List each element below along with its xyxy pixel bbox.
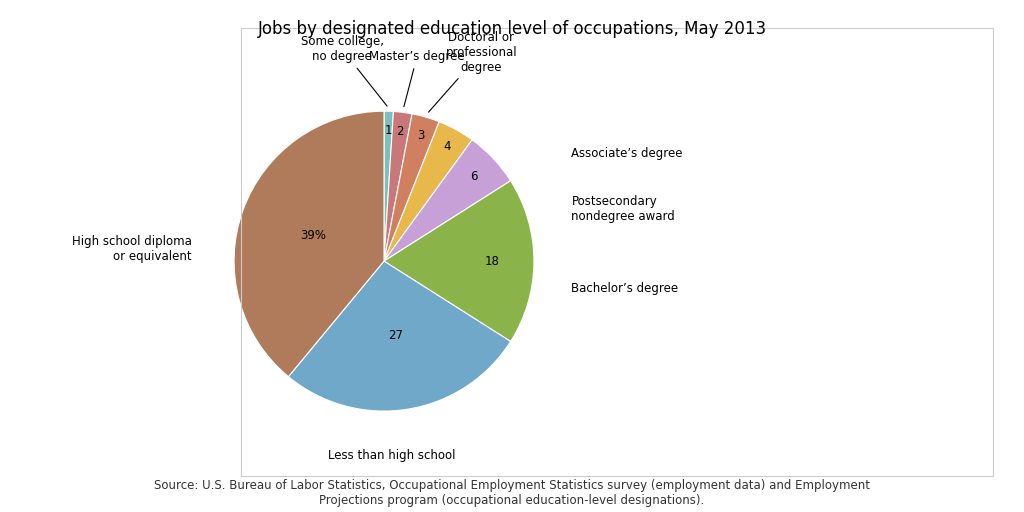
Text: 18: 18 <box>484 254 500 268</box>
Wedge shape <box>234 111 384 377</box>
Wedge shape <box>289 261 511 411</box>
Text: Postsecondary
nondegree award: Postsecondary nondegree award <box>571 195 675 223</box>
Wedge shape <box>384 122 472 261</box>
Text: Master’s degree: Master’s degree <box>370 50 465 106</box>
Text: 39%: 39% <box>300 229 327 242</box>
Text: Doctoral or
professional
degree: Doctoral or professional degree <box>428 31 517 112</box>
Wedge shape <box>384 112 412 261</box>
Text: Associate’s degree: Associate’s degree <box>571 146 683 160</box>
Text: Jobs by designated education level of occupations, May 2013: Jobs by designated education level of oc… <box>257 20 767 38</box>
Text: 6: 6 <box>470 170 477 183</box>
Wedge shape <box>384 140 511 261</box>
Text: 1: 1 <box>384 124 392 137</box>
Wedge shape <box>384 181 534 342</box>
Text: 27: 27 <box>388 329 403 342</box>
Wedge shape <box>384 111 393 261</box>
Text: High school diploma
or equivalent: High school diploma or equivalent <box>73 235 193 263</box>
Text: 2: 2 <box>396 125 404 138</box>
Text: Source: U.S. Bureau of Labor Statistics, Occupational Employment Statistics surv: Source: U.S. Bureau of Labor Statistics,… <box>154 479 870 507</box>
Text: Less than high school: Less than high school <box>328 449 456 461</box>
Text: Bachelor’s degree: Bachelor’s degree <box>571 282 679 294</box>
Text: Some college,
no degree: Some college, no degree <box>300 35 387 106</box>
Wedge shape <box>384 114 439 261</box>
Text: 4: 4 <box>443 140 451 153</box>
Text: 3: 3 <box>417 130 424 142</box>
